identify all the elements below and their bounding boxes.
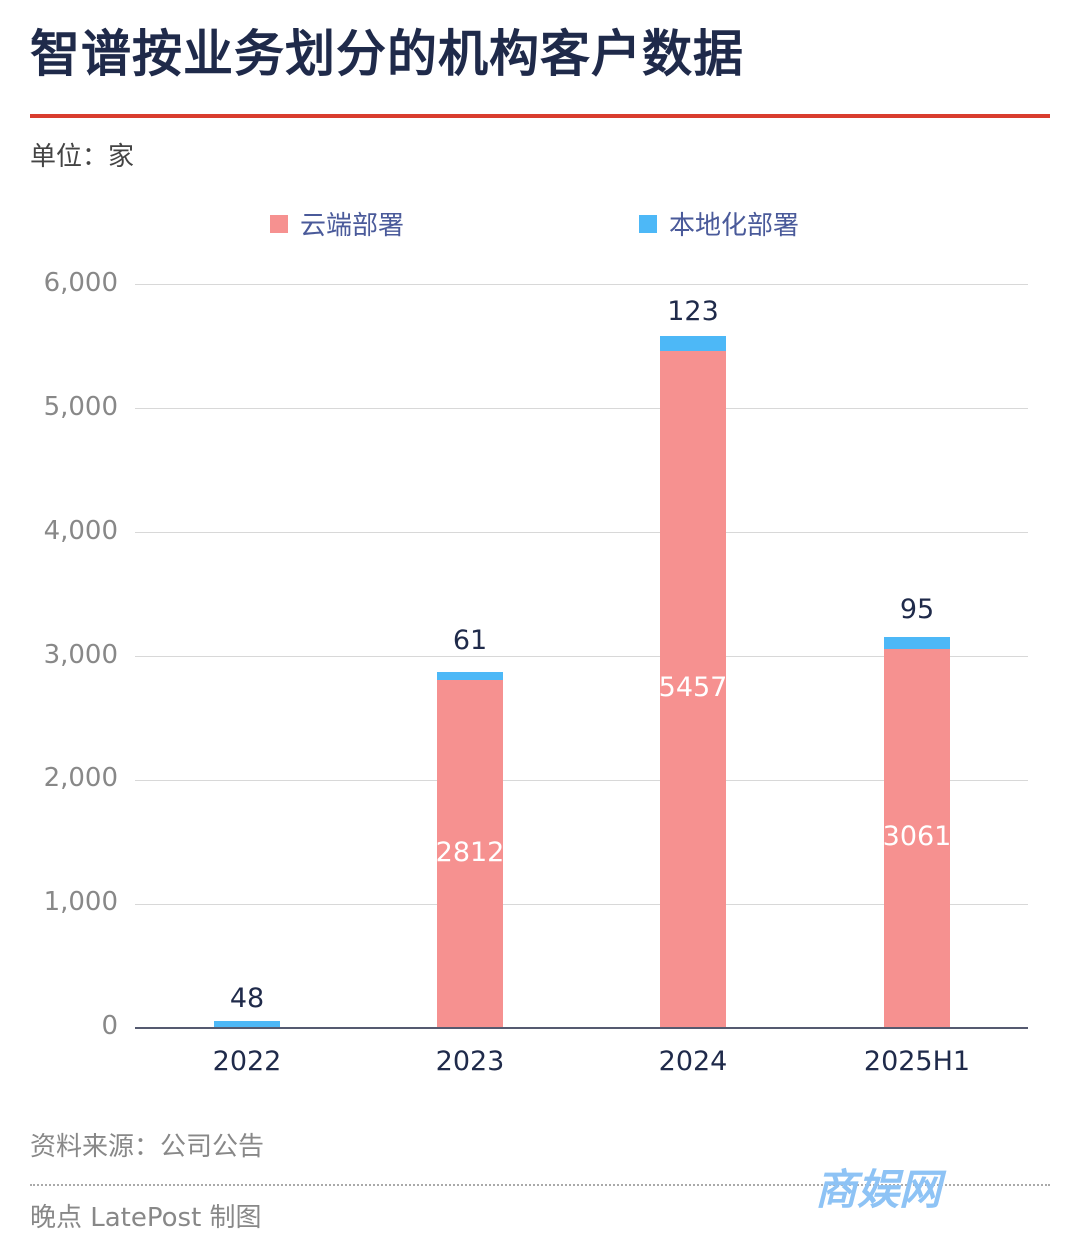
title-divider [30, 114, 1050, 118]
bar-2023 [437, 672, 503, 1027]
bar-label-local: 61 [452, 625, 488, 656]
legend-item-local: 本地化部署 [639, 205, 799, 242]
legend-swatch-cloud [270, 214, 288, 233]
credit-note: 晚点 LatePost 制图 [30, 1203, 262, 1233]
bar-segment-local [214, 1021, 280, 1027]
x-tick: 2024 [658, 1046, 728, 1077]
legend-swatch-local [639, 214, 657, 233]
legend-label-local: 本地化部署 [669, 211, 800, 241]
bar-label-cloud: 3061 [882, 821, 952, 852]
chart-title: 智谱按业务划分的机构客户数据 [30, 25, 744, 83]
bar-label-cloud: 5457 [658, 672, 728, 703]
gridline [135, 284, 1028, 285]
source-note: 资料来源：公司公告 [30, 1132, 265, 1162]
stacked-bar-chart: 0 1,000 2,000 3,000 4,000 5,000 6,000 48… [43, 268, 1028, 1077]
y-tick: 2,000 [43, 763, 118, 793]
bar-label-local: 123 [667, 296, 719, 327]
bar-label-local: 95 [899, 594, 935, 625]
bar-2024 [660, 336, 726, 1027]
y-tick: 3,000 [43, 640, 118, 670]
bar-label-local: 48 [229, 983, 265, 1014]
gridline [135, 780, 1028, 781]
bar-segment-cloud [660, 351, 726, 1027]
bar-segment-local [437, 672, 503, 680]
y-tick: 5,000 [43, 392, 118, 422]
y-tick: 4,000 [43, 516, 118, 546]
legend-item-cloud: 云端部署 [270, 205, 404, 242]
y-tick: 0 [101, 1011, 118, 1041]
y-tick: 1,000 [43, 887, 118, 917]
bar-label-cloud: 2812 [435, 837, 505, 868]
gridline [135, 408, 1028, 409]
gridline [135, 904, 1028, 905]
bar-segment-local [884, 637, 950, 649]
gridline [135, 532, 1028, 533]
watermark-logo: 商娱网 [815, 1165, 942, 1214]
gridline [135, 656, 1028, 657]
footer-divider [30, 1184, 1050, 1186]
bar-segment-cloud [437, 680, 503, 1027]
x-tick: 2022 [212, 1046, 282, 1077]
bar-segment-cloud [884, 649, 950, 1027]
unit-label: 单位：家 [30, 142, 135, 172]
bar-2022 [214, 1021, 280, 1027]
bar-2025h1 [884, 637, 950, 1027]
x-tick: 2025H1 [863, 1046, 971, 1077]
x-tick: 2023 [435, 1046, 505, 1077]
bar-segment-local [660, 336, 726, 351]
legend-label-cloud: 云端部署 [300, 211, 405, 241]
y-tick: 6,000 [43, 268, 118, 298]
x-axis-line [135, 1027, 1028, 1029]
